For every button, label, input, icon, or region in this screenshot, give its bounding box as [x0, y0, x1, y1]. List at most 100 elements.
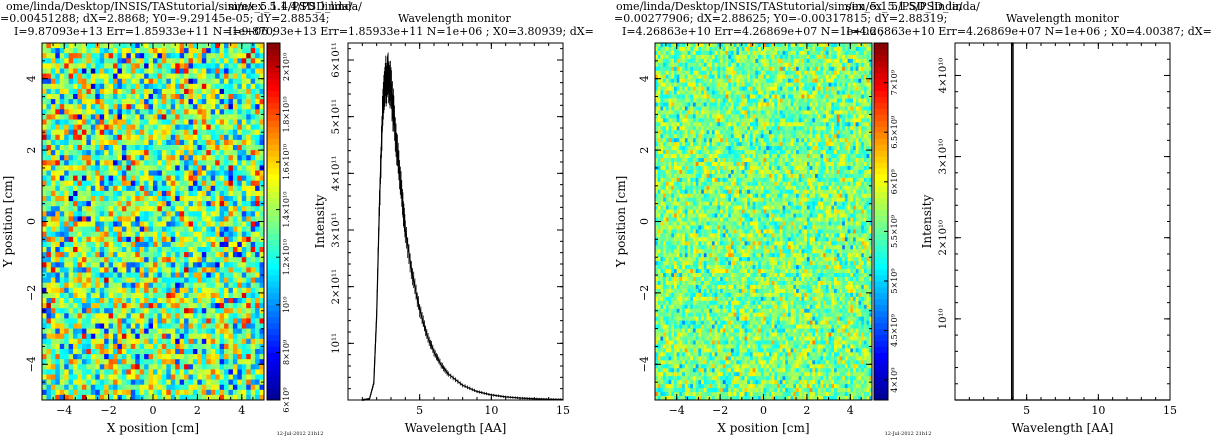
- heatmap-cell: [46, 257, 52, 263]
- heatmap-cell: [758, 66, 762, 72]
- heatmap-cell: [246, 83, 252, 90]
- heatmap-cell: [259, 124, 265, 131]
- heatmap-cell: [866, 58, 870, 64]
- heatmap-cell: [130, 78, 136, 85]
- heatmap-cell: [237, 68, 243, 74]
- heatmap-cell: [766, 66, 770, 72]
- heatmap-cell: [850, 70, 854, 76]
- heatmap-cell: [192, 333, 198, 340]
- heatmap-cell: [113, 185, 118, 192]
- heatmap-cell: [161, 277, 167, 284]
- heatmap-cell: [59, 216, 65, 222]
- heatmap-cell: [755, 90, 759, 95]
- heatmap-cell: [219, 333, 225, 340]
- heatmap-cell: [219, 247, 225, 253]
- heatmap-cell: [46, 226, 52, 233]
- heatmap-cell: [90, 134, 96, 141]
- heatmap-cell: [259, 134, 265, 141]
- heatmap-cell: [95, 160, 101, 166]
- heatmap-cell: [197, 48, 203, 54]
- heatmap-cell: [692, 90, 697, 95]
- heatmap-cell: [714, 78, 718, 84]
- heatmap-cell: [130, 114, 136, 120]
- heatmap-cell: [86, 58, 92, 64]
- heatmap-cell: [64, 369, 70, 375]
- heatmap-cell: [73, 328, 78, 335]
- heatmap-cell: [215, 73, 220, 80]
- heatmap-cell: [834, 82, 838, 88]
- heatmap-cell: [179, 180, 185, 187]
- heatmap-cell: [153, 119, 158, 125]
- heatmap-cell: [153, 236, 158, 243]
- heatmap-cell: [224, 247, 229, 253]
- heatmap-cell: [184, 190, 189, 197]
- heatmap-cell: [81, 58, 87, 64]
- colorbar-tick-label: 1.8×10¹⁰: [282, 96, 291, 132]
- heatmap-cell: [237, 338, 243, 345]
- heatmap-cell: [99, 63, 105, 69]
- heatmap-cell: [157, 308, 163, 314]
- heatmap-cell: [157, 145, 163, 151]
- heatmap-cell: [703, 62, 707, 68]
- heatmap-cell: [42, 394, 47, 401]
- heatmap-cell: [241, 272, 247, 278]
- heatmap-cell: [237, 134, 243, 141]
- heatmap-cell: [86, 394, 92, 401]
- heatmap-cell: [46, 73, 52, 80]
- heatmap-cell: [192, 160, 198, 166]
- heatmap-cell: [77, 150, 83, 156]
- heatmap-cell: [77, 99, 83, 105]
- heatmap-cell: [201, 165, 207, 171]
- heatmap-cell: [237, 359, 243, 365]
- heatmap-cell: [201, 190, 207, 197]
- heatmap-cell: [55, 338, 61, 345]
- heatmap-cell: [99, 139, 105, 146]
- heatmap-cell: [42, 221, 47, 227]
- heatmap-cell: [90, 190, 96, 197]
- heatmap-cell: [81, 247, 87, 253]
- heatmap-cell: [90, 298, 96, 304]
- heatmap-cell: [720, 82, 724, 88]
- heatmap-cell: [170, 139, 176, 146]
- heatmap-cell: [126, 287, 132, 294]
- heatmap-cell: [749, 58, 754, 64]
- heatmap-cell: [844, 78, 848, 84]
- heatmap-cell: [59, 88, 65, 95]
- heatmap-cell: [139, 308, 145, 314]
- heatmap-cell: [228, 114, 234, 120]
- heatmap-cell: [655, 78, 659, 84]
- heatmap-cell: [246, 201, 252, 207]
- heatmap-cell: [117, 73, 123, 80]
- heatmap-cell: [64, 196, 70, 202]
- heatmap-cell: [206, 257, 212, 263]
- heatmap-cell: [50, 88, 56, 95]
- heatmap-cell: [796, 50, 800, 56]
- heatmap-cell: [671, 58, 675, 64]
- heatmap-cell: [86, 354, 92, 360]
- heatmap-cell: [206, 99, 212, 105]
- heatmap-cell: [815, 54, 819, 60]
- heatmap-cell: [157, 58, 163, 64]
- heatmap-cell: [798, 78, 802, 84]
- heatmap-cell: [135, 196, 141, 202]
- heatmap-cell: [46, 78, 52, 85]
- heatmap-cell: [46, 58, 52, 64]
- heatmap-cell: [201, 374, 207, 380]
- heatmap-cell: [809, 70, 813, 76]
- heatmap-cell: [153, 221, 158, 227]
- heatmap-cell: [144, 262, 149, 268]
- heatmap-cell: [771, 82, 775, 88]
- heatmap-cell: [73, 257, 78, 263]
- heatmap-cell: [850, 74, 854, 80]
- heatmap-cell: [161, 88, 167, 95]
- heatmap-cell: [139, 134, 145, 141]
- heatmap-cell: [255, 328, 260, 335]
- heatmap-cell: [42, 333, 47, 340]
- heatmap-cell: [144, 175, 149, 182]
- heatmap-cell: [744, 86, 748, 91]
- heatmap-cell: [722, 90, 726, 95]
- heatmap-cell: [201, 323, 207, 329]
- heatmap-cell: [170, 333, 176, 340]
- heatmap-cell: [736, 50, 740, 56]
- heatmap-cell: [215, 394, 220, 401]
